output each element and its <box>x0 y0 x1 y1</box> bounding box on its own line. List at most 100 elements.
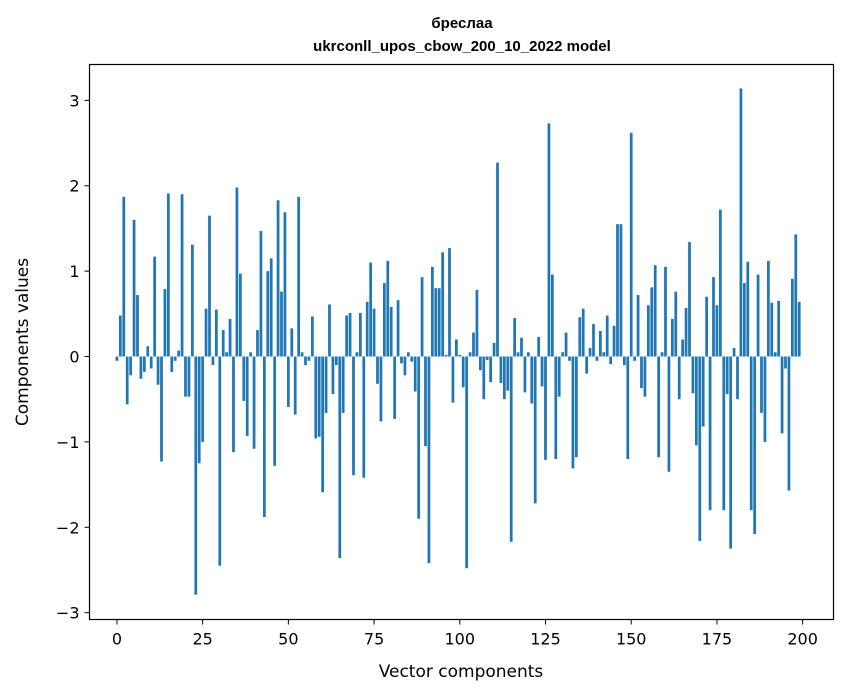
bar-175 <box>715 305 719 357</box>
bar-91 <box>427 356 431 564</box>
bar-161 <box>667 356 671 472</box>
bar-10 <box>149 356 153 369</box>
bar-176 <box>718 209 722 357</box>
bar-69 <box>352 356 355 476</box>
x-tick-label: 150 <box>616 630 647 649</box>
bar-104 <box>472 332 475 357</box>
bar-31 <box>221 330 225 357</box>
bar-73 <box>365 301 369 357</box>
bar-45 <box>269 258 273 357</box>
bar-171 <box>701 356 705 427</box>
bar-143 <box>605 315 609 357</box>
bar-105 <box>475 289 479 357</box>
bar-110 <box>492 342 496 357</box>
y-tick-label: −2 <box>56 518 80 537</box>
bar-46 <box>273 356 277 466</box>
bar-28 <box>211 356 215 366</box>
bar-66 <box>341 356 345 413</box>
bar-140 <box>595 356 599 361</box>
bar-53 <box>297 196 301 357</box>
bar-180 <box>732 347 736 357</box>
bar-77 <box>379 356 383 422</box>
bar-136 <box>581 308 585 357</box>
bar-22 <box>190 244 194 357</box>
bar-170 <box>698 356 702 541</box>
bar-6 <box>136 295 139 357</box>
bar-4 <box>129 356 133 376</box>
bar-2 <box>122 196 126 357</box>
bar-142 <box>602 352 606 357</box>
bar-157 <box>653 265 657 357</box>
bar-109 <box>489 356 493 383</box>
bar-8 <box>142 356 146 372</box>
bar-87 <box>413 356 417 392</box>
bar-197 <box>790 278 794 357</box>
x-tick-label: 50 <box>278 630 298 649</box>
bar-152 <box>636 295 640 357</box>
bar-57 <box>310 316 314 357</box>
bar-156 <box>650 287 654 357</box>
bar-146 <box>616 224 619 357</box>
bar-51 <box>290 328 294 357</box>
bar-19 <box>180 194 184 357</box>
bar-72 <box>362 356 366 478</box>
bar-195 <box>784 356 787 369</box>
x-tick-label: 200 <box>787 630 818 649</box>
bar-107 <box>482 356 486 400</box>
bar-123 <box>537 336 541 357</box>
bar-114 <box>506 356 510 391</box>
bar-63 <box>331 356 335 395</box>
bar-56 <box>307 356 311 361</box>
bar-165 <box>681 339 685 357</box>
bar-147 <box>619 224 623 357</box>
bar-12 <box>156 356 160 385</box>
bar-0 <box>115 356 119 361</box>
bar-172 <box>705 296 709 357</box>
bar-102 <box>465 356 469 569</box>
bar-139 <box>592 324 595 357</box>
bar-112 <box>499 356 503 383</box>
bar-158 <box>657 356 661 458</box>
bar-167 <box>688 242 691 357</box>
bar-185 <box>749 356 753 511</box>
bar-126 <box>547 123 551 357</box>
bar-13 <box>160 356 163 462</box>
bar-199 <box>797 301 801 357</box>
bar-43 <box>262 356 266 518</box>
bar-100 <box>458 354 462 357</box>
x-tick-label: 25 <box>192 630 212 649</box>
chart-title: бреслаа <box>431 15 493 32</box>
bar-145 <box>612 325 616 357</box>
bar-64 <box>334 356 338 366</box>
bar-194 <box>780 356 784 434</box>
bar-24 <box>197 356 201 464</box>
bar-67 <box>345 315 349 357</box>
bar-191 <box>770 302 774 357</box>
y-tick-label: 0 <box>69 348 79 367</box>
bar-160 <box>664 266 667 357</box>
chart-subtitle: ukrconll_upos_cbow_200_10_2022 model <box>313 38 611 55</box>
bar-144 <box>609 356 613 365</box>
bar-169 <box>694 356 698 446</box>
bar-50 <box>286 356 290 407</box>
bar-39 <box>249 352 253 357</box>
bar-162 <box>670 318 674 357</box>
bar-17 <box>173 356 177 361</box>
bar-36 <box>238 273 242 357</box>
bar-163 <box>674 291 678 357</box>
bar-148 <box>622 356 626 366</box>
y-tick-label: −3 <box>56 604 80 623</box>
y-tick-label: 2 <box>69 177 79 196</box>
bar-55 <box>304 356 307 366</box>
bar-47 <box>276 200 280 357</box>
bar-7 <box>139 356 143 379</box>
x-tick-label: 100 <box>445 630 476 649</box>
bar-174 <box>712 277 715 357</box>
bar-117 <box>516 352 520 357</box>
bar-88 <box>417 356 421 519</box>
bar-128 <box>554 356 558 459</box>
x-tick-label: 0 <box>112 630 122 649</box>
bar-129 <box>557 356 561 397</box>
bar-96 <box>444 354 448 357</box>
bar-119 <box>523 356 527 393</box>
